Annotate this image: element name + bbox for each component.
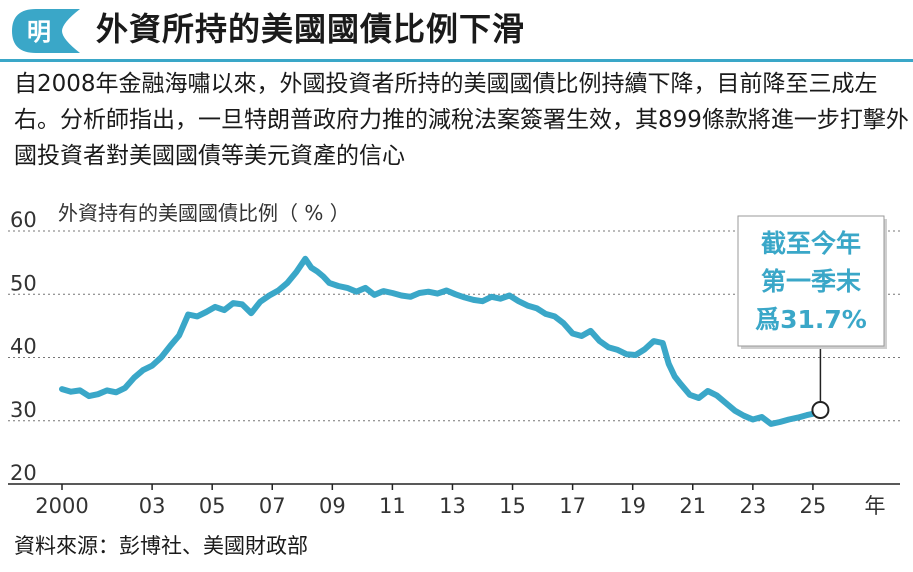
series-line: [59, 255, 822, 427]
x-tick-label: 19: [619, 494, 646, 518]
y-tick-label: 60: [10, 208, 37, 232]
header-divider: [0, 59, 913, 62]
x-tick-label: 23: [739, 494, 766, 518]
axis-layer: 20 30 40 50 60 2000 03 05 07 09 11 13 15 17 19 21 23 25 外資…: [8, 201, 900, 518]
x-tick-label: 05: [199, 494, 226, 518]
header: 明 外資所持的美國國債比例下滑: [0, 0, 913, 62]
x-tick-label: 03: [139, 494, 166, 518]
source-note: 資料來源：彭博社、美國財政部: [14, 534, 308, 558]
x-tick-label: 2000: [35, 494, 88, 518]
logo-text: 明: [27, 18, 51, 46]
description-text: 自2008年金融海嘯以來，外國投資者所持的美國國債比例持續下降，目前降至三成左右…: [14, 71, 909, 169]
y-tick-label: 20: [10, 461, 37, 485]
x-tick-label: 21: [679, 494, 706, 518]
y-axis-label: 外資持有的美國國債比例（ % ）: [58, 201, 350, 225]
x-tick-label: 15: [499, 494, 526, 518]
logo-icon: [12, 9, 80, 53]
annotation-box: [737, 215, 885, 347]
y-tick-label: 50: [10, 271, 37, 295]
annotation-text-line: 爲31.7%: [755, 305, 867, 334]
logo: 明: [6, 5, 86, 57]
x-tick-label: 11: [379, 494, 406, 518]
x-tick-label: 13: [439, 494, 466, 518]
y-tick-label: 40: [10, 335, 37, 359]
line-chart: 20 30 40 50 60 2000 03 05 07 09 11 13 15 17 19 21 23 25 外資…: [8, 201, 900, 518]
x-tick-label: 17: [559, 494, 586, 518]
annotation-text-line: 截至今年: [761, 229, 861, 258]
x-tick-label: 09: [319, 494, 346, 518]
annotation-marker: [811, 400, 830, 419]
series-layer: [59, 255, 822, 427]
y-tick-label: 30: [10, 398, 37, 422]
x-tick-label: 25: [800, 494, 827, 518]
x-tick-label: 07: [259, 494, 286, 518]
chart: 20 30 40 50 60 2000 03 05 07 09 11 13 15 17 19 21 23 25 外資…: [0, 196, 913, 526]
logo-swoosh: [12, 9, 80, 53]
x-axis-label: 年: [865, 494, 886, 518]
annotation-text-line: 第一季末: [761, 267, 861, 296]
page-title: 外資所持的美國國債比例下滑: [96, 10, 526, 48]
